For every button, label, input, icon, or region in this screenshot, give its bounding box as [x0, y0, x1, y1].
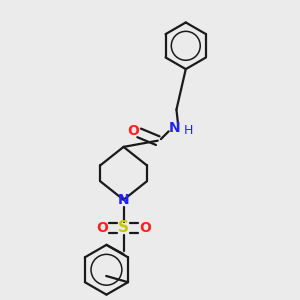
Text: O: O — [140, 221, 151, 235]
Text: N: N — [118, 193, 129, 207]
Text: S: S — [118, 220, 129, 235]
Text: O: O — [96, 221, 108, 235]
Text: H: H — [184, 124, 194, 137]
Text: N: N — [169, 121, 181, 135]
Text: O: O — [128, 124, 140, 138]
